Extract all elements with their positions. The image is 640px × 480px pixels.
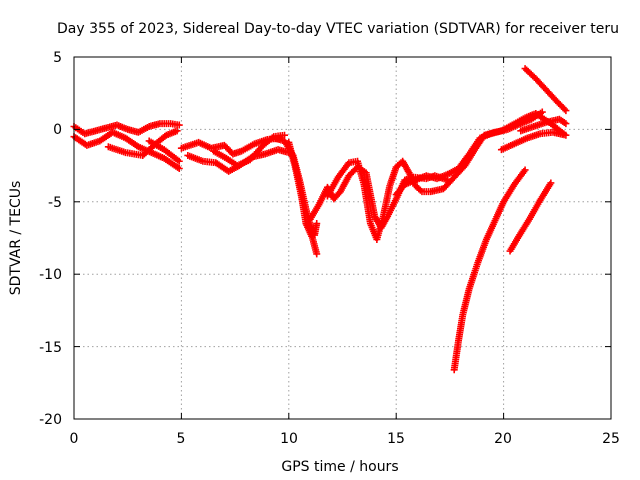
series-sat-track-c — [104, 127, 181, 159]
y-tick-label: -5 — [48, 195, 62, 211]
ticks-layer — [73, 56, 612, 420]
x-tick-label: 20 — [494, 431, 512, 447]
data-point — [562, 131, 570, 139]
data-point — [562, 107, 570, 115]
x-tick-label: 25 — [602, 431, 620, 447]
data-point — [560, 105, 568, 113]
series-sat-track-a — [70, 120, 183, 138]
data-point — [173, 127, 181, 135]
chart-title: Day 355 of 2023, Sidereal Day-to-day VTE… — [57, 21, 619, 37]
y-tick-label: -15 — [39, 340, 62, 356]
grid-lines — [74, 57, 611, 419]
series-sat-track-d — [145, 137, 183, 165]
data-point — [562, 120, 570, 128]
series-sat-track-l — [392, 109, 568, 199]
data-point — [313, 220, 321, 228]
data-point — [175, 157, 183, 165]
series-sat-track-p — [450, 166, 529, 374]
series-sat-track-i — [285, 138, 321, 258]
x-tick-label: 10 — [280, 431, 298, 447]
series-sat-track-o — [521, 65, 570, 115]
series-sat-track-m — [497, 128, 570, 154]
x-tick-label: 15 — [387, 431, 405, 447]
x-tick-label: 5 — [177, 431, 186, 447]
data-point — [175, 121, 183, 129]
data-point — [175, 164, 183, 172]
x-tick-label: 0 — [70, 431, 79, 447]
series-sat-track-n — [517, 115, 570, 135]
x-axis-label: GPS time / hours — [281, 459, 398, 475]
data-point — [538, 108, 546, 116]
data-point — [313, 250, 321, 258]
plot-frame — [73, 56, 612, 420]
series-sat-track-q — [506, 179, 555, 255]
y-tick-label: 0 — [53, 122, 62, 138]
y-tick-label: -20 — [39, 412, 62, 428]
y-tick-label: 5 — [53, 50, 62, 66]
series-layer — [70, 65, 570, 374]
y-axis-label: SDTVAR / TECUs — [8, 181, 24, 296]
data-point — [521, 166, 529, 174]
y-tick-label: -10 — [39, 267, 62, 283]
data-point — [547, 179, 555, 187]
